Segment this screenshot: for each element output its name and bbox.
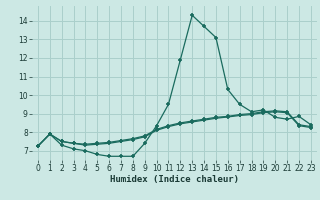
- X-axis label: Humidex (Indice chaleur): Humidex (Indice chaleur): [110, 175, 239, 184]
